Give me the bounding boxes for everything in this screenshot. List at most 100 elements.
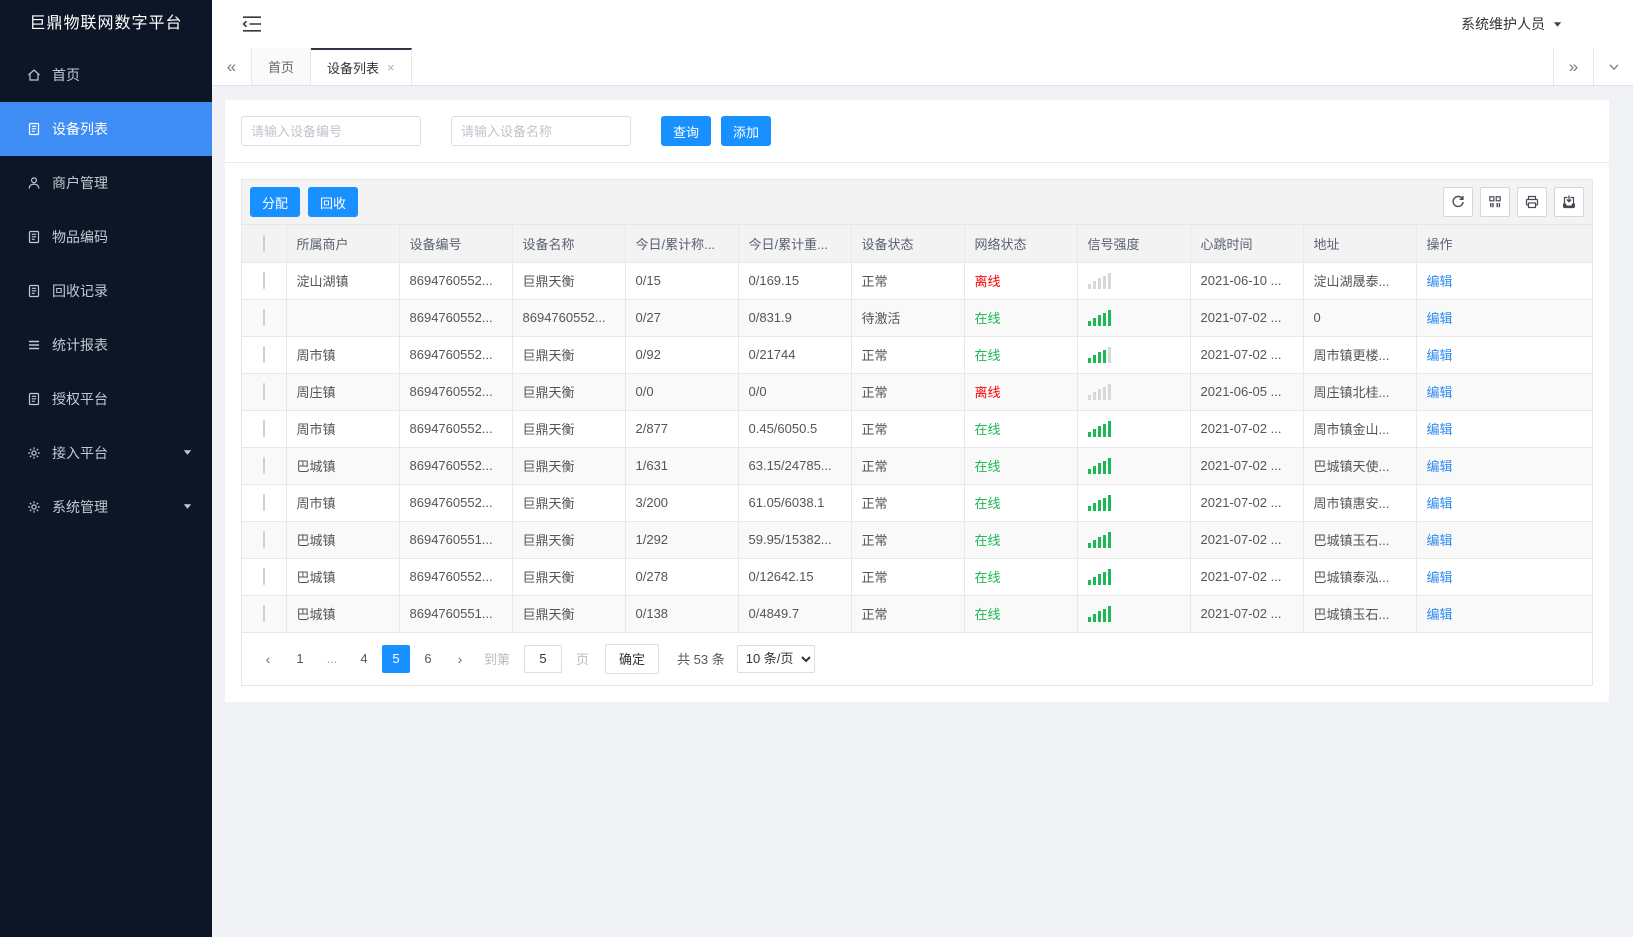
- cell-signal-strength: [1076, 521, 1191, 559]
- sidebar-item-2[interactable]: 商户管理: [0, 156, 212, 210]
- cell-signal-strength: [1076, 410, 1191, 448]
- cell-today-count: 0/92: [624, 336, 739, 374]
- search-button[interactable]: 查询: [661, 116, 712, 146]
- home-icon: [26, 67, 42, 83]
- sidebar-item-3[interactable]: 物品编码: [0, 210, 212, 264]
- clipboard-icon: [26, 283, 42, 299]
- clipboard-icon: [26, 229, 42, 245]
- row-checkbox[interactable]: [262, 420, 265, 437]
- edit-link[interactable]: 编辑: [1426, 348, 1453, 363]
- cell-merchant: 巴城镇: [285, 521, 400, 559]
- edit-link[interactable]: 编辑: [1426, 533, 1453, 548]
- row-checkbox[interactable]: [262, 346, 265, 363]
- sidebar-item-4[interactable]: 回收记录: [0, 264, 212, 318]
- sidebar: 巨鼎物联网数字平台 首页 设备列表 商户管理 物品编码 回收记录 统计报表 授权平台 接入平台…: [0, 0, 212, 937]
- cell-today-weight: 0/12642.15: [737, 558, 852, 596]
- edit-link[interactable]: 编辑: [1426, 422, 1453, 437]
- printer-button[interactable]: [1517, 187, 1547, 217]
- row-checkbox[interactable]: [262, 568, 265, 585]
- prev-page-button[interactable]: ‹: [265, 650, 271, 667]
- cell-network-status: 在线: [963, 410, 1078, 448]
- cell-device-name: 巨鼎天衡: [511, 521, 626, 559]
- close-icon[interactable]: ×: [387, 60, 395, 75]
- tabs-scroll-left-button[interactable]: «: [212, 48, 252, 85]
- select-all-checkbox[interactable]: [262, 234, 265, 252]
- cell-device-code: 8694760552...: [398, 373, 513, 411]
- cell-heartbeat-time: 2021-07-02 ...: [1189, 447, 1304, 485]
- cell-heartbeat-time: 2021-07-02 ...: [1189, 299, 1304, 337]
- signal-bars-icon: [1087, 531, 1180, 548]
- row-checkbox[interactable]: [262, 531, 265, 548]
- cell-today-weight: 0/831.9: [737, 299, 852, 337]
- cell-device-status: 正常: [850, 373, 965, 411]
- page-button-1[interactable]: 1: [296, 651, 304, 666]
- next-page-button[interactable]: ›: [457, 650, 463, 667]
- tabs-scroll-right-button[interactable]: »: [1553, 48, 1593, 85]
- signal-bars-icon: [1087, 605, 1180, 622]
- page-button-4[interactable]: 4: [360, 651, 368, 666]
- cell-device-status: 正常: [850, 410, 965, 448]
- cell-merchant: 巴城镇: [285, 447, 400, 485]
- tab-1[interactable]: 设备列表 ×: [311, 48, 412, 85]
- cell-device-status: 正常: [850, 558, 965, 596]
- row-checkbox[interactable]: [262, 605, 265, 622]
- tabs: 首页 设备列表 ×: [252, 48, 412, 85]
- cell-today-count: 0/27: [624, 299, 739, 337]
- gear-icon: [26, 499, 42, 515]
- sidebar-item-label: 系统管理: [52, 499, 108, 515]
- row-checkbox[interactable]: [262, 272, 265, 289]
- device-name-input[interactable]: [451, 116, 631, 146]
- page-button-6[interactable]: 6: [424, 651, 432, 666]
- cell-network-status: 在线: [963, 595, 1078, 633]
- device-code-input[interactable]: [241, 116, 421, 146]
- assign-button[interactable]: 分配: [250, 187, 301, 217]
- sidebar-item-0[interactable]: 首页: [0, 48, 212, 102]
- edit-link[interactable]: 编辑: [1426, 311, 1453, 326]
- cell-today-count: 0/15: [624, 262, 739, 300]
- cell-actions: 编辑: [1415, 299, 1592, 337]
- page-button-5[interactable]: 5: [382, 644, 410, 673]
- recycle-button[interactable]: 回收: [308, 187, 359, 217]
- sidebar-item-7[interactable]: 接入平台: [0, 426, 212, 480]
- cell-signal-strength: [1076, 262, 1191, 300]
- sidebar-item-6[interactable]: 授权平台: [0, 372, 212, 426]
- edit-link[interactable]: 编辑: [1426, 385, 1453, 400]
- edit-link[interactable]: 编辑: [1426, 459, 1453, 474]
- row-checkbox[interactable]: [262, 457, 265, 474]
- lines-icon: [26, 337, 42, 353]
- export-button[interactable]: [1554, 187, 1584, 217]
- user-menu[interactable]: 系统维护人员: [1461, 14, 1563, 34]
- edit-link[interactable]: 编辑: [1426, 274, 1453, 289]
- filter-row: 查询 添加: [241, 116, 1593, 146]
- sidebar-item-1[interactable]: 设备列表: [0, 102, 212, 156]
- tab-0[interactable]: 首页: [252, 48, 312, 85]
- add-button[interactable]: 添加: [721, 116, 772, 146]
- columns-button[interactable]: [1480, 187, 1510, 217]
- cell-address: 巴城镇天使...: [1302, 447, 1417, 485]
- cell-today-count: 1/631: [624, 447, 739, 485]
- cell-device-name: 巨鼎天衡: [511, 262, 626, 300]
- edit-link[interactable]: 编辑: [1426, 607, 1453, 622]
- divider: [225, 162, 1609, 163]
- edit-link[interactable]: 编辑: [1426, 570, 1453, 585]
- cell-address: 周庄镇北桂...: [1302, 373, 1417, 411]
- goto-page-input[interactable]: [524, 644, 563, 673]
- row-checkbox[interactable]: [262, 494, 265, 511]
- cell-merchant: 周庄镇: [285, 373, 400, 411]
- tabs-menu-button[interactable]: [1593, 48, 1633, 85]
- edit-link[interactable]: 编辑: [1426, 496, 1453, 511]
- cell-today-weight: 0/21744: [737, 336, 852, 374]
- table-row: 巴城镇 8694760552... 巨鼎天衡 0/278 0/12642.15 正常 在线 2…: [242, 558, 1592, 596]
- cell-merchant: 周市镇: [285, 336, 400, 374]
- cell-address: 周市镇金山...: [1302, 410, 1417, 448]
- page-size-select[interactable]: 10 条/页: [736, 644, 815, 673]
- sidebar-item-label: 回收记录: [52, 283, 108, 299]
- row-checkbox[interactable]: [262, 383, 265, 400]
- sidebar-item-5[interactable]: 统计报表: [0, 318, 212, 372]
- sidebar-toggle-icon[interactable]: [242, 15, 262, 33]
- row-checkbox[interactable]: [262, 309, 265, 326]
- sidebar-item-8[interactable]: 系统管理: [0, 480, 212, 534]
- goto-confirm-button[interactable]: 确定: [605, 643, 660, 674]
- refresh-button[interactable]: [1443, 187, 1473, 217]
- cell-network-status: 在线: [963, 447, 1078, 485]
